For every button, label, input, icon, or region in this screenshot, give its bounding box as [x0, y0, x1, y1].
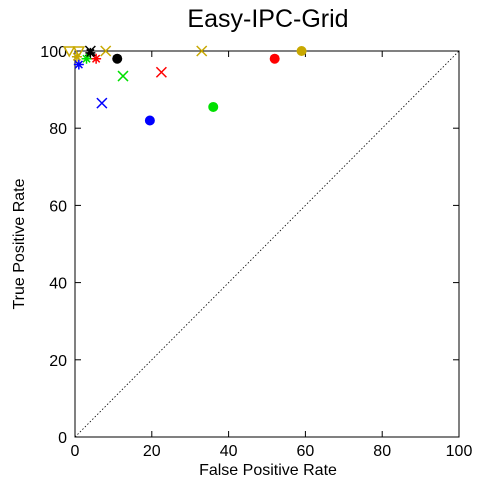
- y-tick-label: 0: [58, 430, 67, 447]
- x-tick-label: 60: [297, 443, 315, 460]
- data-point-circle: [144, 115, 155, 126]
- data-point-x: [96, 97, 108, 109]
- data-point-star: [85, 47, 96, 58]
- data-point-star: [71, 51, 82, 62]
- x-tick-label: 100: [446, 443, 473, 460]
- data-point-triangle: [62, 46, 76, 58]
- data-point-star: [73, 59, 84, 70]
- y-tick-label: 60: [49, 198, 67, 215]
- data-point-x: [117, 70, 129, 82]
- y-tick-label: 20: [49, 353, 67, 370]
- data-point-x: [155, 66, 167, 78]
- y-axis-label: True Positive Rate: [11, 178, 28, 309]
- x-tick-label: 40: [220, 443, 238, 460]
- y-tick-label: 40: [49, 276, 67, 293]
- x-axis-label: False Positive Rate: [199, 462, 337, 479]
- data-point-circle: [208, 101, 219, 112]
- data-point-star: [81, 53, 92, 64]
- data-point-x: [196, 45, 208, 57]
- data-point-circle: [112, 53, 123, 64]
- data-point-circle: [296, 46, 307, 56]
- data-point-star: [91, 53, 102, 64]
- plot-frame: [74, 50, 460, 438]
- plot-axes: 0 20 40 60 80 100 0 20 40 60 80 100: [40, 44, 472, 460]
- y-tick-label: 80: [49, 121, 67, 138]
- x-tick-label: 0: [71, 443, 80, 460]
- x-tick-label: 20: [143, 443, 161, 460]
- y-tick-label: 100: [40, 44, 67, 61]
- data-point-circle: [269, 53, 280, 64]
- data-marks: [62, 45, 307, 126]
- diagonal-reference-line: [74, 50, 460, 438]
- data-point-x: [100, 45, 112, 57]
- chart-title: Easy-IPC-Grid: [187, 5, 348, 33]
- x-tick-label: 80: [373, 443, 391, 460]
- data-point-triangle: [72, 46, 86, 58]
